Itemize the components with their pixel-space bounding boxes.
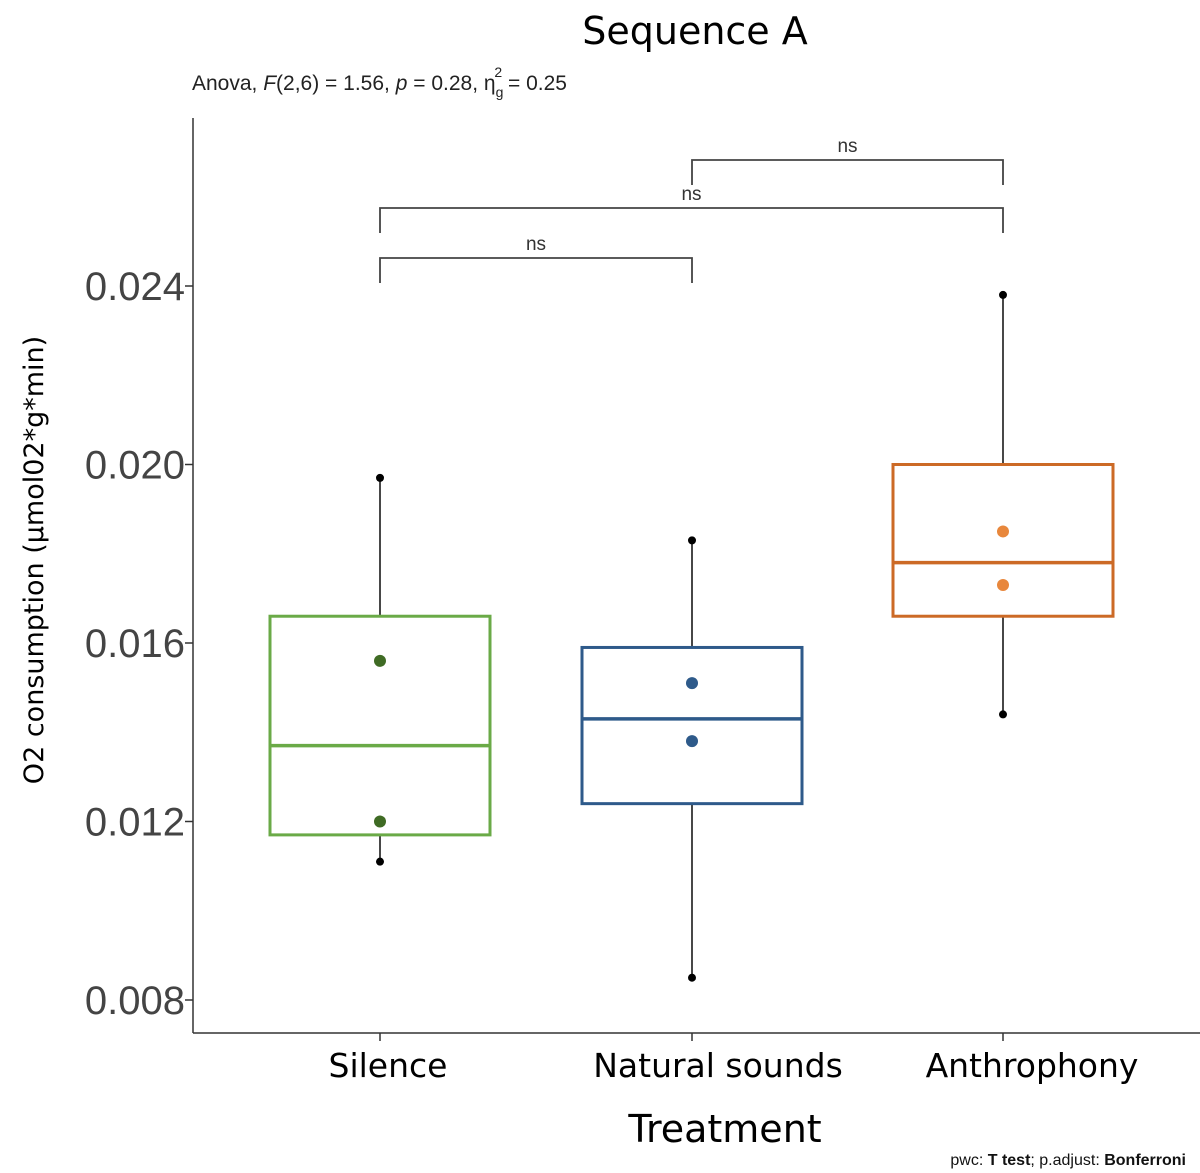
subtitle-f-args: (2,6) = 1.56, <box>276 72 396 95</box>
subtitle-p-symbol: p <box>395 72 408 95</box>
caption-part: pwc: <box>950 1152 987 1169</box>
whisker-min-point <box>376 857 384 866</box>
whisker-min-point <box>999 710 1007 719</box>
subtitle-eta-superscript: 2 <box>494 64 502 80</box>
pairwise-comparisons: ns ns ns <box>379 136 1004 283</box>
comparison-bracket <box>691 159 1004 185</box>
data-point <box>686 735 698 748</box>
chart-subtitle: Anova, F(2,6) = 1.56, p = 0.28, ηg 2 = 0.… <box>192 64 567 100</box>
box-body <box>580 645 804 806</box>
subtitle-eta-symbol: η <box>484 72 496 95</box>
caption-part: Bonferroni <box>1104 1152 1186 1169</box>
subtitle-p-value: = 0.28, <box>407 72 483 95</box>
caption-part: T test <box>988 1152 1031 1169</box>
data-point <box>374 815 386 828</box>
subtitle-eta-subscript: g <box>496 84 504 100</box>
y-axis-ticks: 0.008 0.012 0.016 0.020 0.024 <box>85 265 193 1023</box>
comparison-label: ns <box>681 184 701 205</box>
y-tick-label: 0.016 <box>85 622 185 666</box>
box-group <box>580 536 804 982</box>
y-axis-label: O2 consumption (µmol02*g*min) <box>19 336 50 784</box>
x-axis-ticks: Silence Natural sounds Anthrophony <box>329 1033 1139 1085</box>
y-tick-label: 0.024 <box>85 265 185 309</box>
whisker-min-point <box>688 973 696 982</box>
y-tick-label: 0.012 <box>85 801 185 845</box>
subtitle-f-symbol: F <box>263 72 277 95</box>
comparison-label: ns <box>526 234 546 255</box>
box-body <box>268 614 492 837</box>
box-group <box>891 290 1115 719</box>
x-tick-label: Natural sounds <box>593 1046 843 1085</box>
comparison-label: ns <box>837 136 857 157</box>
whisker-max-point <box>376 473 384 482</box>
comparison-bracket <box>379 257 693 283</box>
box-group <box>268 473 492 866</box>
box-series <box>268 290 1115 982</box>
chart-title: Sequence A <box>582 9 808 53</box>
data-point <box>997 578 1009 591</box>
box-body <box>891 463 1115 618</box>
y-tick-label: 0.020 <box>85 444 185 488</box>
subtitle-eta-value: = 0.25 <box>502 72 567 95</box>
comparison-bracket <box>379 207 1004 233</box>
whisker-max-point <box>999 290 1007 299</box>
subtitle-prefix: Anova, <box>192 72 263 95</box>
data-point <box>997 525 1009 538</box>
y-tick-label: 0.008 <box>85 979 185 1023</box>
caption-part: ; p.adjust: <box>1030 1152 1104 1169</box>
data-point <box>686 677 698 690</box>
x-axis-label: Treatment <box>627 1107 821 1151</box>
x-tick-label: Anthrophony <box>926 1046 1139 1085</box>
x-tick-label: Silence <box>329 1046 448 1085</box>
whisker-max-point <box>688 536 696 545</box>
data-point <box>374 654 386 667</box>
caption-pwc-method: pwc: T test; p.adjust: Bonferroni <box>950 1152 1186 1169</box>
